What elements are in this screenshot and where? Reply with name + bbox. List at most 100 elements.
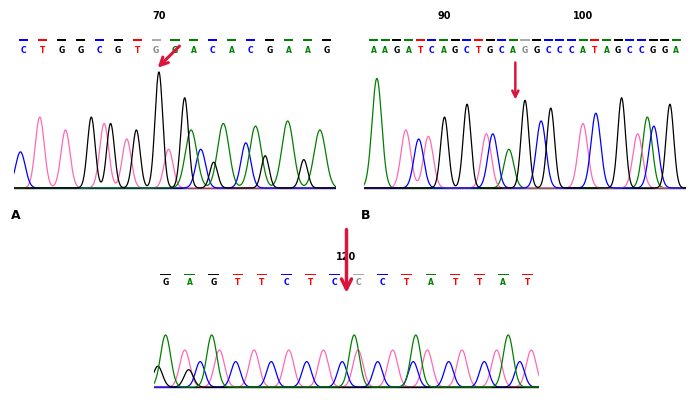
Text: A: A	[10, 209, 20, 222]
Text: A: A	[673, 46, 679, 55]
Bar	[133, 38, 141, 41]
Bar	[284, 38, 293, 41]
Bar	[625, 38, 634, 41]
Bar	[265, 38, 274, 41]
Text: T: T	[134, 46, 140, 55]
Text: 90: 90	[438, 11, 452, 21]
Text: G: G	[650, 46, 656, 55]
Bar	[428, 38, 436, 41]
Text: G: G	[162, 278, 169, 287]
Bar	[497, 38, 506, 41]
Bar	[329, 274, 340, 275]
Bar	[257, 274, 267, 275]
Bar	[521, 38, 529, 41]
Bar	[509, 38, 518, 41]
Bar	[381, 38, 390, 41]
Bar	[404, 38, 413, 41]
Text: G: G	[211, 278, 217, 287]
Text: A: A	[603, 46, 610, 55]
Text: C: C	[627, 46, 633, 55]
Bar	[303, 38, 312, 41]
Bar	[614, 38, 622, 41]
Text: G: G	[394, 46, 400, 55]
Text: G: G	[323, 46, 330, 55]
Bar	[171, 38, 179, 41]
Bar	[532, 38, 541, 41]
Text: C: C	[284, 278, 289, 287]
Text: A: A	[304, 46, 310, 55]
Text: A: A	[371, 46, 377, 55]
Text: C: C	[380, 278, 386, 287]
Bar	[648, 38, 657, 41]
Text: T: T	[404, 278, 410, 287]
Text: C: C	[499, 46, 505, 55]
Text: T: T	[525, 278, 530, 287]
Bar	[590, 38, 599, 41]
Text: C: C	[356, 278, 361, 287]
Text: C: C	[248, 46, 253, 55]
Bar	[232, 274, 244, 275]
Bar	[474, 274, 484, 275]
Text: T: T	[452, 278, 458, 287]
Bar	[246, 38, 256, 41]
Text: C: C	[97, 46, 102, 55]
Text: G: G	[77, 46, 83, 55]
Text: C: C	[569, 46, 575, 55]
Text: C: C	[429, 46, 435, 55]
Bar	[305, 274, 316, 275]
Text: G: G	[452, 46, 458, 55]
Bar	[76, 38, 85, 41]
Bar	[449, 274, 461, 275]
Text: T: T	[235, 278, 241, 287]
Text: A: A	[510, 46, 517, 55]
Text: T: T	[40, 46, 46, 55]
Text: 70: 70	[152, 11, 166, 21]
Bar	[57, 38, 66, 41]
Text: C: C	[545, 46, 551, 55]
Bar	[228, 38, 237, 41]
Text: 100: 100	[573, 11, 593, 21]
Text: T: T	[260, 278, 265, 287]
Text: T: T	[476, 46, 481, 55]
Bar	[522, 274, 533, 275]
Bar	[19, 38, 28, 41]
Bar	[579, 38, 588, 41]
Text: A: A	[187, 278, 192, 287]
Text: G: G	[115, 46, 121, 55]
Bar	[369, 38, 378, 41]
Bar	[555, 38, 564, 41]
Text: T: T	[477, 278, 482, 287]
Text: A: A	[229, 46, 234, 55]
Text: G: G	[522, 46, 528, 55]
Bar	[38, 38, 47, 41]
Text: G: G	[662, 46, 668, 55]
Bar	[281, 274, 292, 275]
Text: C: C	[557, 46, 563, 55]
Text: A: A	[382, 46, 389, 55]
Bar	[377, 274, 388, 275]
Text: G: G	[58, 46, 64, 55]
Bar	[322, 38, 331, 41]
Bar	[184, 274, 195, 275]
Bar	[401, 274, 412, 275]
Bar	[637, 38, 646, 41]
Text: G: G	[153, 46, 159, 55]
Text: G: G	[533, 46, 540, 55]
Text: T: T	[592, 46, 598, 55]
Text: A: A	[405, 46, 412, 55]
Bar	[498, 274, 509, 275]
Bar	[354, 274, 364, 275]
Bar	[439, 38, 448, 41]
Bar	[544, 38, 553, 41]
Bar	[209, 38, 217, 41]
Text: A: A	[286, 46, 291, 55]
Bar	[567, 38, 576, 41]
Text: A: A	[440, 46, 447, 55]
Text: T: T	[307, 278, 313, 287]
Bar	[209, 274, 219, 275]
Bar	[416, 38, 425, 41]
Text: A: A	[428, 278, 434, 287]
Bar	[672, 38, 681, 41]
Text: C: C	[332, 278, 337, 287]
Text: A: A	[500, 278, 506, 287]
